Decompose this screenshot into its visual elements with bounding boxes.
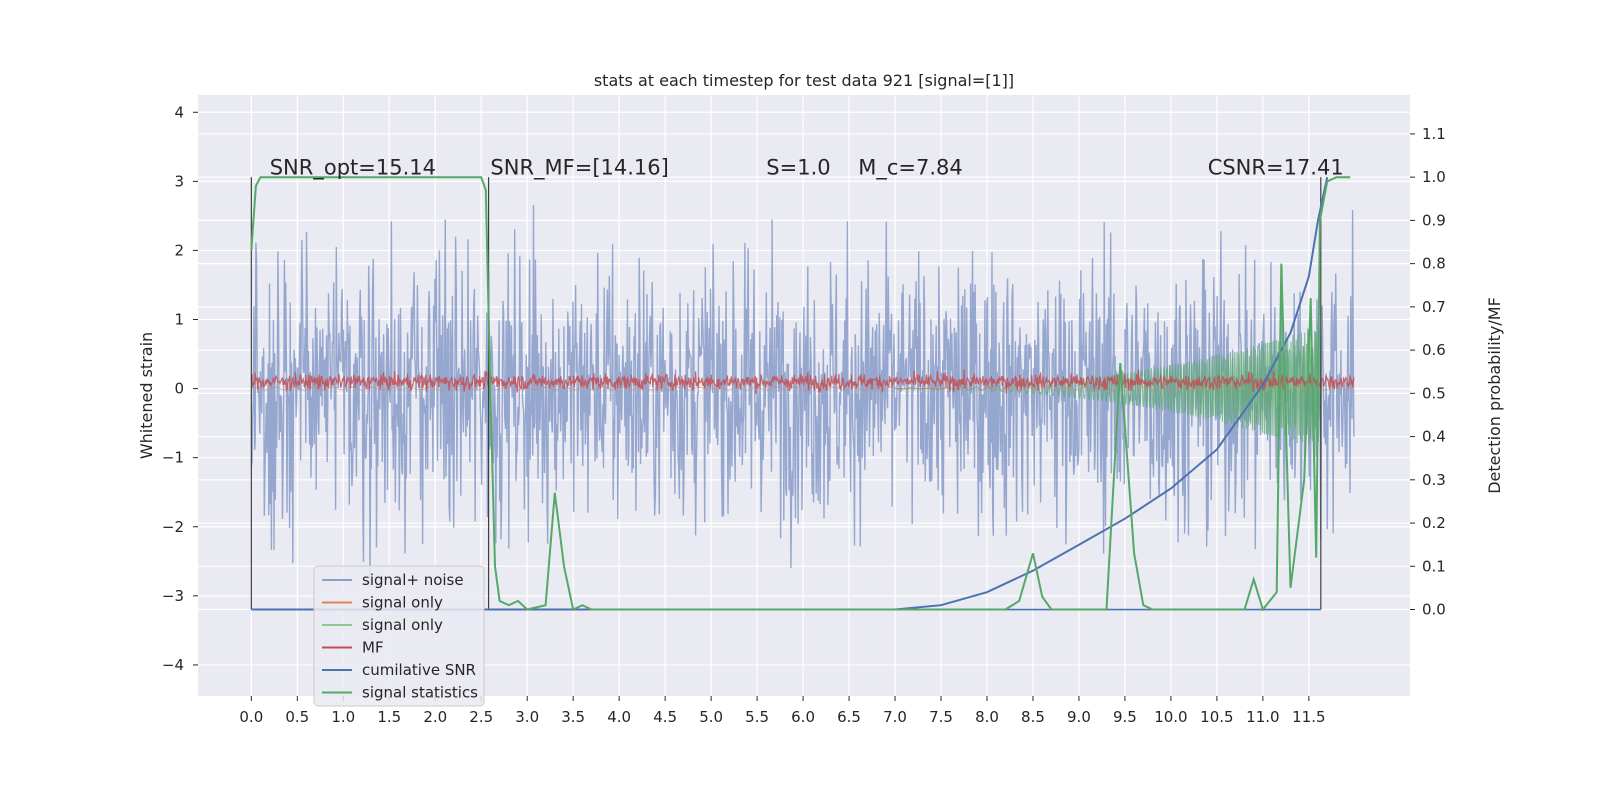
series-cumulative-snr — [251, 176, 1329, 611]
y-left-tick-label: −1 — [162, 449, 184, 467]
x-tick-label: 1.5 — [377, 708, 401, 726]
x-tick-label: 6.5 — [837, 708, 861, 726]
annotation-snr-opt: SNR_opt=15.14 — [270, 155, 436, 180]
x-tick-label: 3.0 — [515, 708, 539, 726]
legend-label: signal+ noise — [362, 571, 464, 589]
y-right-tick-label: 0.2 — [1422, 514, 1446, 532]
y-right-tick-label: 0.7 — [1422, 298, 1446, 316]
x-tick-label: 4.0 — [607, 708, 631, 726]
y-left-tick-label: −3 — [162, 587, 184, 605]
series-mf — [250, 369, 1355, 395]
x-tick-label: 1.0 — [331, 708, 355, 726]
series-signal-noise — [250, 204, 1355, 588]
x-tick-label: 0.0 — [239, 708, 263, 726]
annotation-mc: M_c=7.84 — [858, 155, 963, 180]
x-tick-label: 9.0 — [1067, 708, 1091, 726]
x-tick-label: 5.5 — [745, 708, 769, 726]
x-tick-label: 3.5 — [561, 708, 585, 726]
y-left-tick-label: 4 — [174, 103, 184, 121]
chart-title: stats at each timestep for test data 921… — [594, 71, 1014, 90]
legend: signal+ noise signal only signal only MF… — [313, 565, 485, 707]
x-tick-label: 8.0 — [975, 708, 999, 726]
legend-entry: signal statistics — [322, 684, 478, 702]
legend-entry: signal only — [322, 616, 443, 634]
x-tick-label: 6.0 — [791, 708, 815, 726]
y-right-tick-label: 0.8 — [1422, 255, 1446, 273]
y-right-tick-label: 0.5 — [1422, 384, 1446, 402]
legend-label: signal only — [362, 594, 443, 612]
legend-entry: signal+ noise — [322, 571, 464, 589]
legend-label: signal only — [362, 616, 443, 634]
x-tick-label: 9.5 — [1113, 708, 1137, 726]
y-axis-right-label: Detection probability/MF — [1485, 297, 1504, 494]
legend-entry: signal only — [322, 594, 443, 612]
x-tick-label: 11.5 — [1292, 708, 1325, 726]
y-right-tick-label: 1.1 — [1422, 125, 1446, 143]
x-tick-label: 8.5 — [1021, 708, 1045, 726]
x-tick-label: 2.5 — [469, 708, 493, 726]
y-right-tick-label: 0.1 — [1422, 557, 1446, 575]
x-tick-label: 2.0 — [423, 708, 447, 726]
legend-label: signal statistics — [362, 684, 478, 702]
annotation-csnr: CSNR=17.41 — [1208, 155, 1344, 179]
legend-label: cumilative SNR — [362, 661, 476, 679]
annotation-snr-mf: SNR_MF=[14.16] — [490, 155, 668, 180]
legend-entry: MF — [322, 639, 384, 657]
x-tick-label: 11.0 — [1246, 708, 1279, 726]
axes: 0.0 0.5 1.0 1.5 2.0 2.5 3.0 3.5 4.0 4.5 5.0 5.5 6.0 6… — [162, 103, 1446, 726]
series-signal-statistics — [250, 176, 1351, 612]
legend-label: MF — [362, 639, 384, 657]
y-right-tick-label: 0.6 — [1422, 341, 1446, 359]
y-left-tick-label: 2 — [174, 241, 184, 259]
y-right-tick-label: 1.0 — [1422, 168, 1446, 186]
legend-entry: cumilative SNR — [322, 661, 476, 679]
y-left-tick-label: −4 — [162, 656, 184, 674]
x-tick-label: 7.0 — [883, 708, 907, 726]
y-left-tick-label: 1 — [174, 311, 184, 329]
series-signal-only-orange — [251, 386, 1355, 391]
annotations: SNR_opt=15.14 SNR_MF=[14.16] S=1.0 M_c=7… — [270, 155, 1344, 180]
legend-box — [313, 565, 485, 707]
x-tick-label: 5.0 — [699, 708, 723, 726]
y-right-tick-label: 0.4 — [1422, 428, 1446, 446]
x-tick-label: 4.5 — [653, 708, 677, 726]
y-left-tick-label: 3 — [174, 172, 184, 190]
x-tick-label: 10.5 — [1200, 708, 1233, 726]
x-tick-label: 7.5 — [929, 708, 953, 726]
x-tick-label: 0.5 — [285, 708, 309, 726]
x-tick-label: 10.0 — [1154, 708, 1187, 726]
y-left-tick-label: 0 — [174, 380, 184, 398]
y-right-tick-label: 0.9 — [1422, 211, 1446, 229]
y-right-tick-label: 0.0 — [1422, 601, 1446, 619]
y-left-tick-label: −2 — [162, 518, 184, 536]
y-right-tick-label: 0.3 — [1422, 471, 1446, 489]
series-layer — [250, 176, 1355, 612]
y-axis-left-label: Whitened strain — [137, 332, 156, 459]
annotation-s: S=1.0 — [766, 155, 830, 179]
